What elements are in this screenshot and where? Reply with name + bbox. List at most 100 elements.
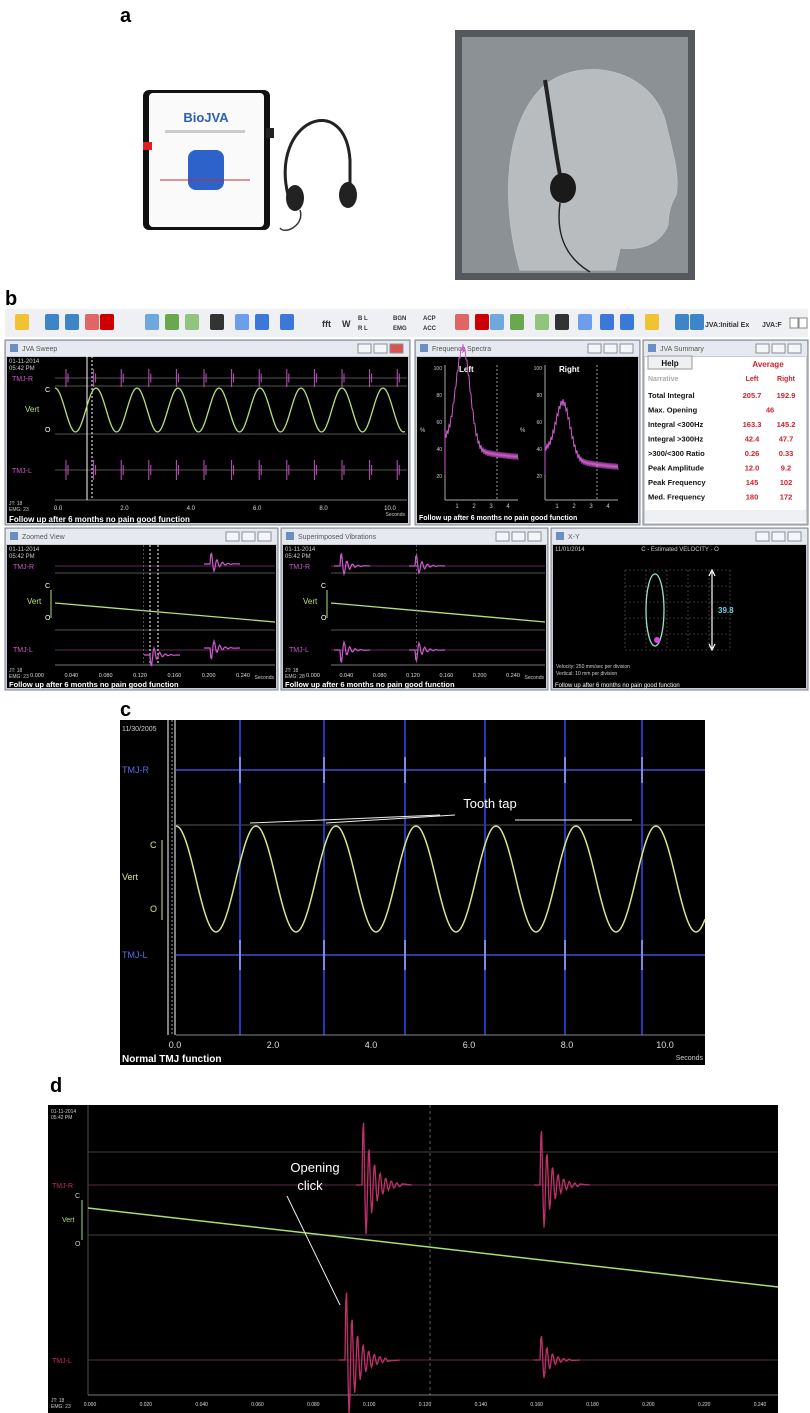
label: % <box>520 428 526 434</box>
headset-pad <box>550 173 576 203</box>
row-value: 46 <box>766 406 774 415</box>
label: Vert <box>303 597 318 606</box>
x-tick-label: 0.140 <box>475 1402 488 1408</box>
label: C <box>321 583 326 590</box>
annotation: Opening <box>290 1160 339 1175</box>
toolbar-icon <box>645 314 659 330</box>
page: {"a":{"label":"a","device_brand":"BioJVA… <box>0 0 810 1413</box>
label: 01-11-2014 <box>285 547 316 553</box>
panel-label: b <box>5 288 17 310</box>
label: Vert <box>62 1217 75 1224</box>
x-tick-label: 0.080 <box>373 673 387 679</box>
label: 05:42 PM <box>51 1115 72 1121</box>
window-title: Superimposed Vibrations <box>298 534 377 541</box>
window-title: JVA Sweep <box>22 346 57 353</box>
footer: Follow up after 6 months no pain good fu… <box>419 515 577 522</box>
x-tick-label: 0.120 <box>406 673 420 679</box>
toolbar-item: ACC <box>423 326 437 332</box>
row-value: 172 <box>780 493 793 502</box>
x-tick-label: 0.240 <box>506 673 520 679</box>
toolbar-icon <box>65 314 79 330</box>
y-tick-label: 100 <box>434 366 443 372</box>
row-value: 47.7 <box>779 435 794 444</box>
x-tick-label: 0.200 <box>473 673 487 679</box>
x-tick-label: 0.040 <box>339 673 353 679</box>
label: O <box>75 1241 81 1248</box>
window-title: X-Y <box>568 534 580 541</box>
label: Vert <box>27 597 42 606</box>
window-button <box>390 344 403 353</box>
label: 01-11-2014 <box>9 359 40 365</box>
label: TMJ-L <box>12 468 32 475</box>
y-tick-label: 20 <box>536 474 542 480</box>
headset-cable <box>280 210 301 230</box>
x-tick-label: 0.200 <box>202 673 216 679</box>
window-button <box>358 344 371 353</box>
label: 05:42 PM <box>285 554 311 560</box>
panel-label: c <box>120 699 131 721</box>
y-tick-label: 40 <box>436 447 442 453</box>
label: % <box>420 428 426 434</box>
scrollbar <box>645 510 806 522</box>
y-tick-label: 40 <box>536 447 542 453</box>
label: Vert <box>122 872 139 882</box>
headset-pad <box>286 185 304 211</box>
label: TMJ-R <box>13 564 34 571</box>
x-tick-label: 0.240 <box>754 1402 767 1408</box>
label: TMJ-L <box>289 647 309 654</box>
label: 05:42 PM <box>9 554 35 560</box>
toolbar-icon <box>490 314 504 330</box>
toolbar-icon <box>280 314 294 330</box>
x-tick-label: 0.040 <box>64 673 78 679</box>
x-tick-label: 0.240 <box>236 673 250 679</box>
window-button <box>756 532 769 541</box>
toolbar-icon <box>455 314 469 330</box>
label: Seconds <box>525 675 545 681</box>
device-jack <box>266 128 274 138</box>
x-tick-label: 0.020 <box>140 1402 153 1408</box>
mannequin-fill <box>509 70 677 270</box>
window-icon <box>10 532 18 540</box>
x-tick-label: 0.120 <box>419 1402 432 1408</box>
row-label: Integral <300Hz <box>648 420 703 429</box>
headset-pad <box>339 182 357 208</box>
panel-name: Left <box>459 365 474 374</box>
window-icon <box>556 532 564 540</box>
toolbar-icon <box>15 314 29 330</box>
toolbar-icon <box>535 314 549 330</box>
y-tick-label: 60 <box>436 420 442 426</box>
figure: aBioJVAbfftWR LB LBGNEMGACPACCJVA:Initia… <box>0 0 810 1413</box>
label: 11/01/2014 <box>555 547 585 553</box>
x-tick-label: 4.0 <box>187 506 196 512</box>
x-tick-label: 0.200 <box>642 1402 655 1408</box>
window-button <box>242 532 255 541</box>
window-button <box>226 532 239 541</box>
label: Average <box>752 360 784 369</box>
label: Velocity: 250 mm/sec per division <box>556 664 630 670</box>
label: EMG: 23 <box>51 1404 71 1410</box>
footer: Follow up after 6 months no pain good fu… <box>555 683 680 689</box>
toolbar-icon <box>578 314 592 330</box>
window-button <box>496 532 509 541</box>
label: 01-11-2014 <box>9 547 40 553</box>
toolbar-item: R L <box>358 326 368 332</box>
label: C - Estimated VELOCITY - O <box>641 547 719 553</box>
footer: Follow up after 6 months no pain good fu… <box>9 515 190 524</box>
x-tick-label: 10.0 <box>656 1040 674 1050</box>
window-button <box>588 344 601 353</box>
x-tick-label: 0.0 <box>169 1040 182 1050</box>
toolbar-button <box>799 318 807 328</box>
row-value: 42.4 <box>745 435 760 444</box>
row-value: 192.9 <box>777 391 796 400</box>
x-tick-label: 6.0 <box>253 506 262 512</box>
toolbar-icon <box>100 314 114 330</box>
label: C <box>75 1193 80 1200</box>
toolbar-item: EMG <box>393 326 407 332</box>
row-label: Peak Frequency <box>648 478 706 487</box>
toolbar-icon <box>145 314 159 330</box>
x-tick-label: 4.0 <box>365 1040 378 1050</box>
x-tick-label: 0.000 <box>84 1402 97 1408</box>
x-tick-label: 0.060 <box>251 1402 264 1408</box>
row-value: 102 <box>780 478 793 487</box>
row-label: Integral >300Hz <box>648 435 703 444</box>
